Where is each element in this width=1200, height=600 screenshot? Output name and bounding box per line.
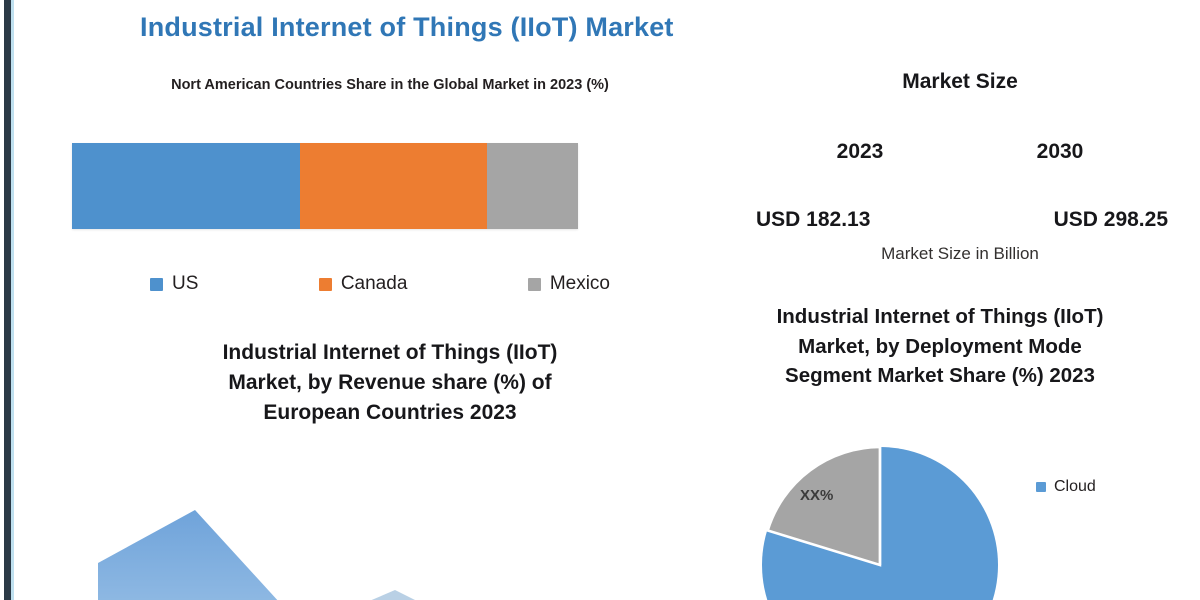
left-edge-accent-dark <box>4 0 11 600</box>
deployment-heading-line-3: Segment Market Share (%) 2023 <box>785 364 1095 388</box>
market-size-year-start: 2023 <box>836 140 884 163</box>
europe-map-shape-secondary-icon <box>371 590 415 600</box>
european-heading-line-1: Industrial Internet of Things (IIoT) <box>222 341 558 364</box>
market-size-value-end: USD 298.25 <box>1053 208 1168 231</box>
page-title: Industrial Internet of Things (IIoT) Mar… <box>140 12 674 42</box>
european-heading-line-2: Market, by Revenue share (%) of <box>228 370 552 394</box>
market-size-unit-caption: Market Size in Billion <box>881 244 1039 263</box>
market-size-values: USD 182.13 USD 298.25 <box>756 208 1168 232</box>
legend-item-canada: Canada <box>318 273 408 295</box>
stacked-bar-chart <box>72 143 578 229</box>
deployment-mode-heading: Industrial Internet of Things (IIoT) Mar… <box>720 302 1160 391</box>
deployment-heading-line-1: Industrial Internet of Things (IIoT) <box>776 305 1104 328</box>
legend-swatch-us-icon <box>150 277 163 291</box>
legend-item-mexico: Mexico <box>527 273 610 295</box>
market-size-value-start: USD 182.13 <box>756 208 871 231</box>
bar-segment-mexico <box>486 143 578 229</box>
european-countries-heading: Industrial Internet of Things (IIoT) Mar… <box>120 338 660 427</box>
bar-segment-us <box>72 143 300 229</box>
european-heading-line-3: European Countries 2023 <box>263 400 517 424</box>
deployment-mode-pie-chart <box>762 445 998 600</box>
market-size-year-end: 2030 <box>1036 140 1084 163</box>
market-size-title: Market Size <box>902 70 1018 93</box>
pie-legend: Cloud <box>1036 478 1096 496</box>
legend-label-cloud: Cloud <box>1054 478 1096 495</box>
deployment-heading-line-2: Market, by Deployment Mode <box>798 334 1082 358</box>
legend-item-us: US <box>150 273 198 295</box>
legend-label-mexico: Mexico <box>549 273 610 294</box>
left-edge-accent-light <box>11 0 14 600</box>
bar-segment-canada <box>299 143 487 229</box>
pie-slice-onpremise <box>766 445 882 567</box>
stacked-bar-subtitle: Nort American Countries Share in the Glo… <box>171 77 609 93</box>
legend-swatch-mexico-icon <box>527 277 541 291</box>
pie-slice-label: XX% <box>800 487 834 504</box>
stacked-bar-legend: US Canada Mexico <box>150 273 610 295</box>
europe-map-shape-icon <box>98 510 278 600</box>
legend-swatch-cloud-icon <box>1036 482 1046 492</box>
legend-label-us: US <box>172 273 199 294</box>
legend-swatch-canada-icon <box>318 277 332 291</box>
legend-label-canada: Canada <box>340 273 408 294</box>
market-size-years: 2023 2030 <box>760 140 1160 164</box>
